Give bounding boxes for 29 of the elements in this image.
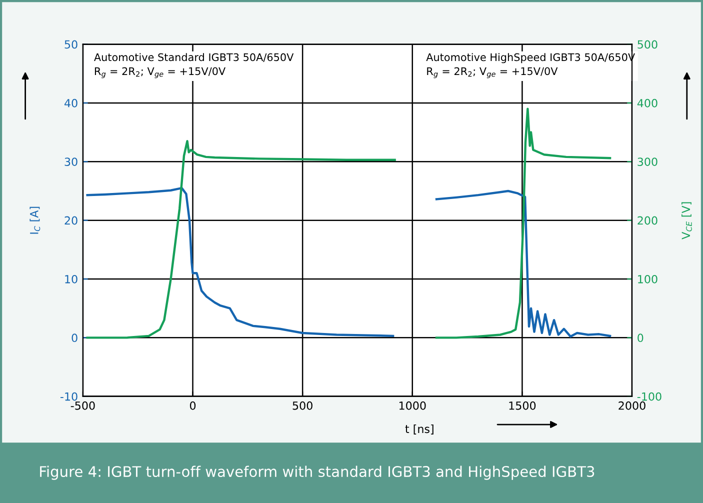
x-axis-title: t [ns]	[405, 424, 434, 434]
y2-tick-label: 400	[637, 98, 658, 108]
line-series	[86, 140, 396, 339]
line-series	[86, 186, 394, 338]
y-tick-label: 40	[64, 98, 78, 108]
caption: Figure 4: IGBT turn-off waveform with standard IGBT3 and HighSpeed IGBT3	[40, 466, 594, 480]
y2-tick-label: 300	[638, 158, 658, 166]
x-tick-label: -500	[70, 401, 95, 410]
x-tick-label: 1000	[399, 401, 426, 410]
y-axis-title: I$_{C}$ [A]	[30, 206, 40, 234]
annotation: Automotive Standard IGBT3 50A/650V R$_{g}$ = 2R$_{2}$; V$_{ge}$ = +15V/0V	[94, 53, 294, 78]
y-tick-label: 50	[64, 40, 78, 49]
y2-tick-label: 200	[638, 216, 658, 225]
x-tick-label: 1500	[509, 401, 536, 410]
y-tick-label: 30	[64, 158, 78, 166]
y2-tick-label: 0	[638, 334, 644, 342]
y2-tick-label: -100	[637, 392, 662, 401]
y-tick-label: 20	[64, 216, 78, 225]
line-series	[435, 190, 612, 338]
line-series	[435, 108, 612, 339]
y2-axis-title: V$_{CE}$ [V]	[682, 202, 692, 240]
y2-tick-label: 100	[638, 274, 658, 284]
y2-tick-label: 500	[638, 40, 658, 49]
x-tick-label: 2000	[618, 401, 646, 410]
x-tick-label: 500	[292, 401, 312, 410]
y-tick-label: 0	[72, 334, 78, 342]
x-tick-label: 0	[190, 401, 196, 410]
y-tick-label: 10	[65, 274, 78, 284]
y-tick-label: -10	[60, 392, 78, 401]
